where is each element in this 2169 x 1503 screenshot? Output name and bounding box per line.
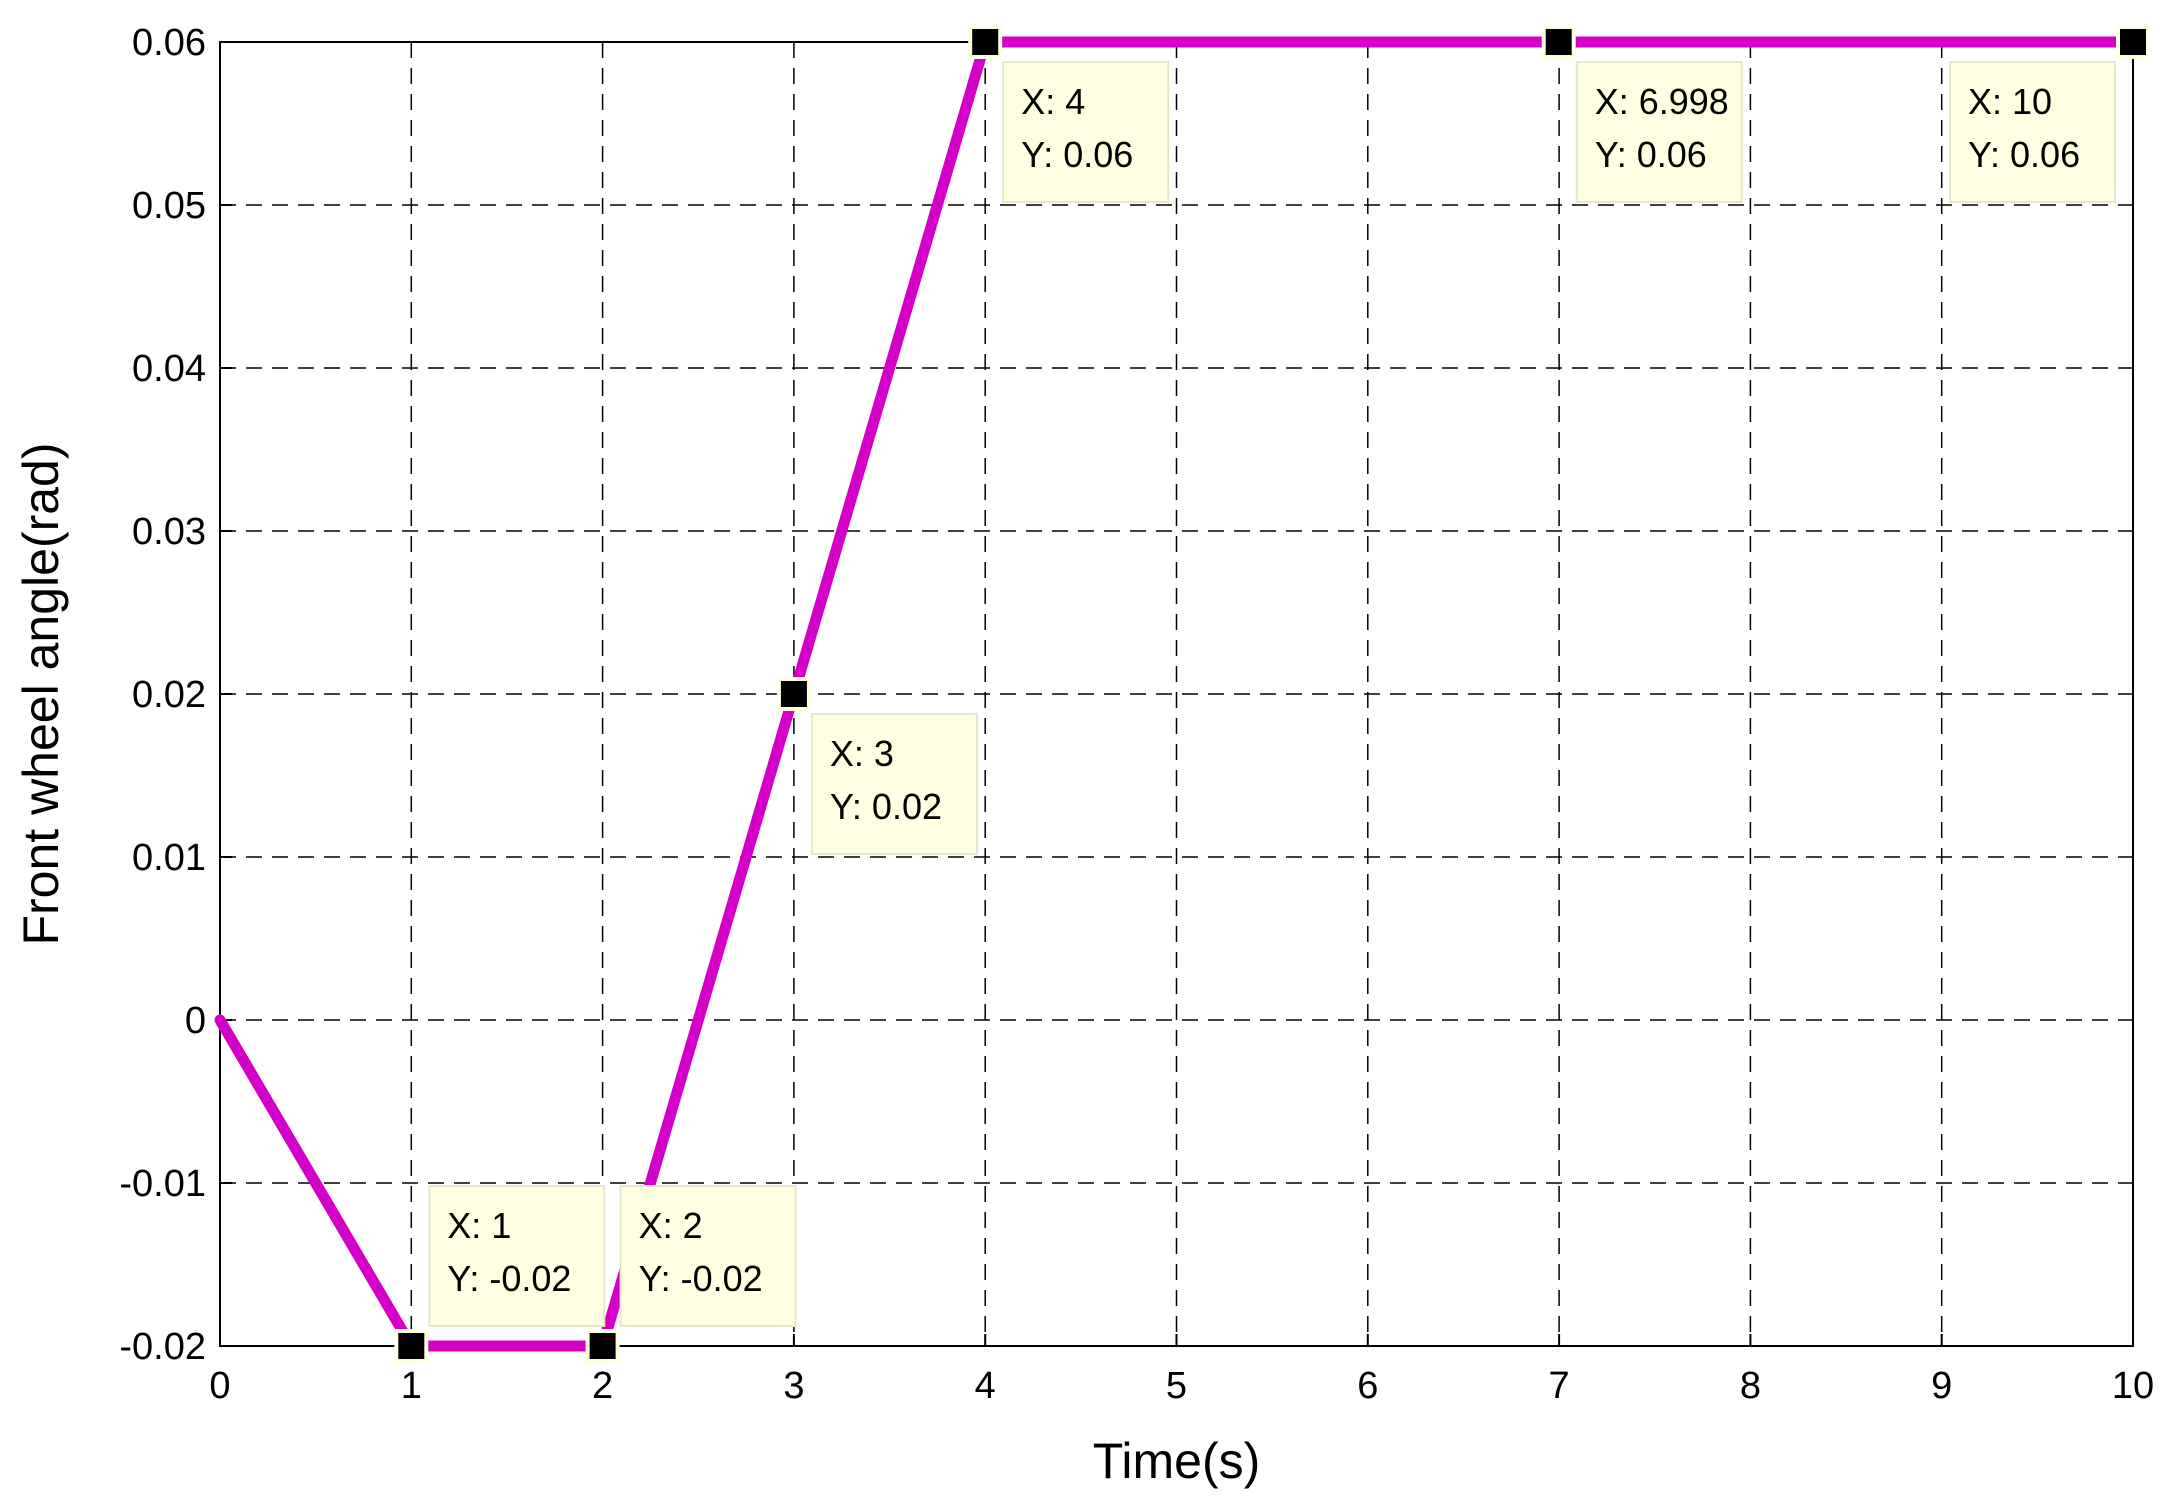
datatip-marker — [398, 1333, 425, 1359]
y-tick-label: -0.02 — [119, 1326, 206, 1368]
datatip-box — [1575, 61, 1743, 203]
datatips-layer: X: 1 Y: -0.02 X: 2 Y: -0.02 X: 3 Y: 0.02 X: 4 Y… — [394, 25, 2150, 1363]
datatip-box — [619, 1185, 797, 1327]
datatip-marker — [780, 681, 807, 707]
x-tick-label: 6 — [1357, 1365, 1378, 1407]
datatip[interactable]: X: 6.998 Y: 0.06 — [1541, 25, 1743, 203]
y-tick-label: 0 — [185, 1000, 206, 1042]
x-tick-label: 3 — [783, 1365, 804, 1407]
datatip-y-text: Y: 0.02 — [830, 786, 942, 827]
x-tick-label: 8 — [1740, 1365, 1761, 1407]
datatip-y-text: Y: 0.06 — [1595, 134, 1707, 175]
datatip-y-text: Y: -0.02 — [447, 1258, 571, 1299]
datatip-marker — [972, 29, 999, 55]
datatip-x-text: X: 4 — [1021, 81, 1085, 122]
y-tick-label: 0.01 — [132, 837, 206, 879]
x-tick-label: 1 — [401, 1365, 422, 1407]
datatip[interactable]: X: 4 Y: 0.06 — [968, 25, 1170, 203]
datatip-marker — [1545, 29, 1572, 55]
datatip[interactable]: X: 10 Y: 0.06 — [1949, 25, 2150, 203]
y-tick-label: 0.06 — [132, 22, 206, 64]
datatip-x-text: X: 6.998 — [1595, 81, 1729, 122]
y-tick-label: 0.05 — [132, 185, 206, 227]
x-tick-label: 0 — [209, 1365, 230, 1407]
y-axis-ticks: -0.02 -0.01 0 0.01 0.02 0.03 0.04 0.05 0.06 — [119, 22, 232, 1368]
datatip-y-text: Y: 0.06 — [1968, 134, 2080, 175]
x-tick-label: 10 — [2112, 1365, 2154, 1407]
grid — [220, 42, 2133, 1346]
y-axis-label: Front wheel angle(rad) — [13, 442, 69, 945]
datatip-marker — [2120, 29, 2146, 55]
x-tick-label: 4 — [975, 1365, 996, 1407]
datatip-y-text: Y: -0.02 — [639, 1258, 763, 1299]
datatip-marker — [589, 1333, 616, 1359]
x-axis-label: Time(s) — [1093, 1433, 1261, 1489]
y-tick-label: 0.03 — [132, 511, 206, 553]
x-tick-label: 5 — [1166, 1365, 1187, 1407]
x-tick-label: 9 — [1931, 1365, 1952, 1407]
x-tick-label: 7 — [1549, 1365, 1570, 1407]
datatip-y-text: Y: 0.06 — [1021, 134, 1133, 175]
y-tick-label: 0.04 — [132, 348, 206, 390]
x-axis-ticks: 0 1 2 3 4 5 6 7 8 9 10 — [209, 1334, 2154, 1407]
datatip-x-text: X: 3 — [830, 733, 894, 774]
datatip[interactable]: X: 3 Y: 0.02 — [776, 677, 978, 855]
datatip-x-text: X: 10 — [1968, 81, 2052, 122]
y-tick-label: 0.02 — [132, 674, 206, 716]
datatip-box — [810, 713, 978, 855]
datatip-box — [428, 1185, 606, 1327]
datatip-box — [1949, 61, 2116, 203]
x-tick-label: 2 — [592, 1365, 613, 1407]
datatip-x-text: X: 2 — [639, 1205, 703, 1246]
datatip[interactable]: X: 1 Y: -0.02 — [394, 1185, 606, 1363]
datatip-box — [1002, 61, 1170, 203]
datatip[interactable]: X: 2 Y: -0.02 — [585, 1185, 797, 1363]
y-tick-label: -0.01 — [119, 1163, 206, 1205]
datatip-x-text: X: 1 — [447, 1205, 511, 1246]
